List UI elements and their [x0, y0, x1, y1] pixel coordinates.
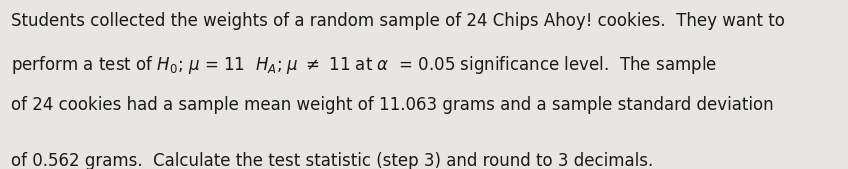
Text: of 0.562 grams.  Calculate the test statistic (step 3) and round to 3 decimals.: of 0.562 grams. Calculate the test stati… [11, 152, 653, 169]
Text: perform a test of $H_0$; $\mu$ = 11  $H_A$; $\mu$ $\neq$ 11 at $\alpha$  = 0.05 : perform a test of $H_0$; $\mu$ = 11 $H_A… [11, 54, 717, 76]
Text: of 24 cookies had a sample mean weight of 11.063 grams and a sample standard dev: of 24 cookies had a sample mean weight o… [11, 96, 773, 114]
Text: Students collected the weights of a random sample of 24 Chips Ahoy! cookies.  Th: Students collected the weights of a rand… [11, 12, 785, 30]
